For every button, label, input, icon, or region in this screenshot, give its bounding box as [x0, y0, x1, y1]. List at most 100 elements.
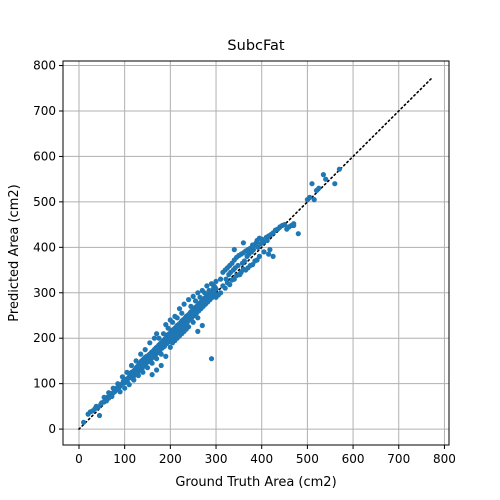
scatter-point — [126, 382, 132, 388]
x-tick-label: 500 — [296, 452, 319, 466]
y-tick-label: 800 — [33, 59, 56, 73]
scatter-point — [119, 374, 125, 380]
scatter-point — [101, 394, 107, 400]
scatter-point — [204, 283, 210, 289]
scatter-point — [149, 372, 155, 378]
scatter-point — [156, 335, 162, 341]
scatter-point — [261, 249, 267, 255]
scatter-point — [135, 372, 141, 379]
scatter-point — [147, 340, 153, 346]
scatter-point — [106, 390, 112, 396]
scatter-point — [154, 367, 160, 373]
scatter-point — [179, 310, 185, 316]
y-tick-label: 0 — [48, 422, 56, 436]
scatter-point — [122, 385, 128, 391]
scatter-point — [282, 222, 288, 228]
scatter-point — [186, 297, 192, 303]
scatter-point — [195, 290, 201, 296]
scatter-point — [316, 185, 322, 191]
scatter-point — [220, 283, 226, 289]
scatter-point — [160, 331, 167, 337]
scatter-point — [174, 335, 180, 341]
scatter-point — [131, 377, 137, 383]
scatter-point — [218, 276, 224, 282]
data-points — [81, 166, 342, 425]
y-tick-label: 400 — [33, 240, 56, 254]
scatter-point — [124, 369, 130, 375]
scatter-point — [138, 351, 144, 357]
x-tick-label: 800 — [433, 452, 456, 466]
scatter-point — [115, 381, 121, 387]
scatter-point — [176, 306, 183, 312]
scatter-point — [163, 353, 169, 359]
y-tick-label: 200 — [33, 331, 56, 345]
y-tick-label: 300 — [33, 286, 56, 300]
y-axis-ticks: 0 100 200 300 400 500 600 700 800 — [33, 59, 63, 436]
scatter-point — [323, 176, 329, 182]
scatter-point — [183, 326, 189, 332]
scatter-point — [206, 287, 212, 294]
scatter-point — [140, 369, 146, 375]
scatter-point — [266, 251, 272, 257]
scatter-point — [270, 253, 276, 259]
scatter-point — [151, 335, 157, 341]
scatter-point — [231, 247, 237, 253]
scatter-point — [240, 240, 246, 246]
scatter-point — [208, 356, 215, 362]
x-tick-label: 200 — [159, 452, 182, 466]
scatter-point — [144, 365, 151, 371]
scatter-point — [133, 358, 139, 364]
scatter-point — [96, 412, 103, 419]
scatter-point — [158, 362, 164, 369]
scatter-point — [307, 194, 313, 200]
y-tick-label: 500 — [33, 195, 56, 209]
scatter-point — [211, 283, 217, 289]
scatter-point — [311, 197, 317, 203]
scatter-point — [202, 290, 208, 296]
scatter-point — [332, 181, 338, 187]
y-tick-label: 700 — [33, 104, 56, 118]
scatter-point — [188, 303, 194, 309]
scatter-point — [267, 247, 273, 253]
scatter-point — [291, 222, 297, 229]
scatter-point — [81, 419, 87, 425]
scatter-point — [241, 258, 247, 264]
scatter-point — [264, 237, 270, 244]
scatter-point — [179, 331, 185, 337]
scatter-point — [234, 272, 240, 279]
scatter-point — [195, 315, 201, 321]
scatter-point — [255, 244, 261, 250]
scatter-point — [197, 294, 203, 300]
scatter-point — [247, 262, 253, 269]
chart-title: SubcFat — [227, 38, 284, 54]
scatter-point — [195, 328, 201, 334]
scatter-point — [181, 301, 187, 307]
scatter-point — [238, 269, 244, 275]
scatter-point — [295, 231, 301, 237]
scatter-point — [167, 317, 173, 323]
scatter-point — [235, 262, 241, 269]
scatter-point — [256, 253, 262, 259]
x-axis-title: Ground Truth Area (cm2) — [175, 475, 336, 490]
scatter-point — [190, 319, 196, 325]
x-tick-label: 300 — [205, 452, 228, 466]
x-tick-label: 700 — [387, 452, 410, 466]
scatter-point — [336, 166, 342, 172]
x-tick-label: 100 — [113, 452, 136, 466]
scatter-point — [250, 247, 257, 253]
scatter-point — [170, 340, 176, 346]
scatter-point — [192, 298, 199, 304]
x-tick-label: 0 — [75, 452, 83, 466]
y-tick-label: 100 — [33, 377, 56, 391]
scatter-point — [243, 267, 249, 273]
x-axis-ticks: 0 100 200 300 400 500 600 700 800 — [75, 445, 456, 466]
scatter-point — [172, 313, 178, 319]
scatter-point — [154, 356, 160, 362]
scatter-point — [213, 278, 219, 284]
scatter-point — [224, 280, 230, 286]
x-tick-label: 400 — [250, 452, 273, 466]
scatter-point — [229, 277, 235, 283]
scatter-point — [190, 293, 196, 299]
scatter-point — [142, 347, 148, 353]
x-tick-label: 600 — [342, 452, 365, 466]
